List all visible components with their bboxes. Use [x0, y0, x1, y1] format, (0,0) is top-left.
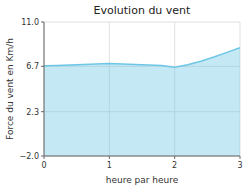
chart-title: Evolution du vent — [94, 4, 191, 17]
area-fill — [44, 48, 240, 156]
x-tick — [240, 156, 241, 159]
chart-container: −2.0 2.3 6.7 11.0 0 1 2 3 Evolution du vent heure… — [0, 0, 250, 188]
x-tick-label: 1 — [107, 161, 112, 170]
y-grid-line — [44, 22, 240, 23]
y-tick-label: −2.0 — [20, 152, 39, 161]
x-tick-label: 0 — [41, 161, 46, 170]
y-tick — [41, 22, 44, 23]
x-grid-line — [44, 22, 45, 156]
y-axis-line — [44, 22, 45, 156]
chart-svg: −2.0 2.3 6.7 11.0 0 1 2 3 Evolution du vent heure… — [0, 0, 250, 188]
y-tick — [41, 111, 44, 112]
y-grid-line — [44, 156, 240, 157]
y-axis-label: Force du vent en Km/h — [5, 38, 15, 140]
axes: −2.0 2.3 6.7 11.0 0 1 2 3 — [20, 18, 243, 170]
y-tick-label: 2.3 — [26, 108, 39, 117]
x-axis-line — [44, 156, 240, 157]
x-axis-label: heure par heure — [106, 175, 179, 185]
grid — [44, 22, 240, 156]
x-tick — [109, 156, 110, 159]
x-tick — [174, 156, 175, 159]
plot-area — [44, 48, 240, 156]
y-tick-label: 6.7 — [26, 62, 39, 71]
y-tick-label: 11.0 — [21, 18, 39, 27]
y-tick — [41, 66, 44, 67]
area-line — [44, 48, 240, 68]
x-tick — [44, 156, 45, 159]
x-tick-label: 2 — [172, 161, 177, 170]
x-tick-label: 3 — [237, 161, 242, 170]
